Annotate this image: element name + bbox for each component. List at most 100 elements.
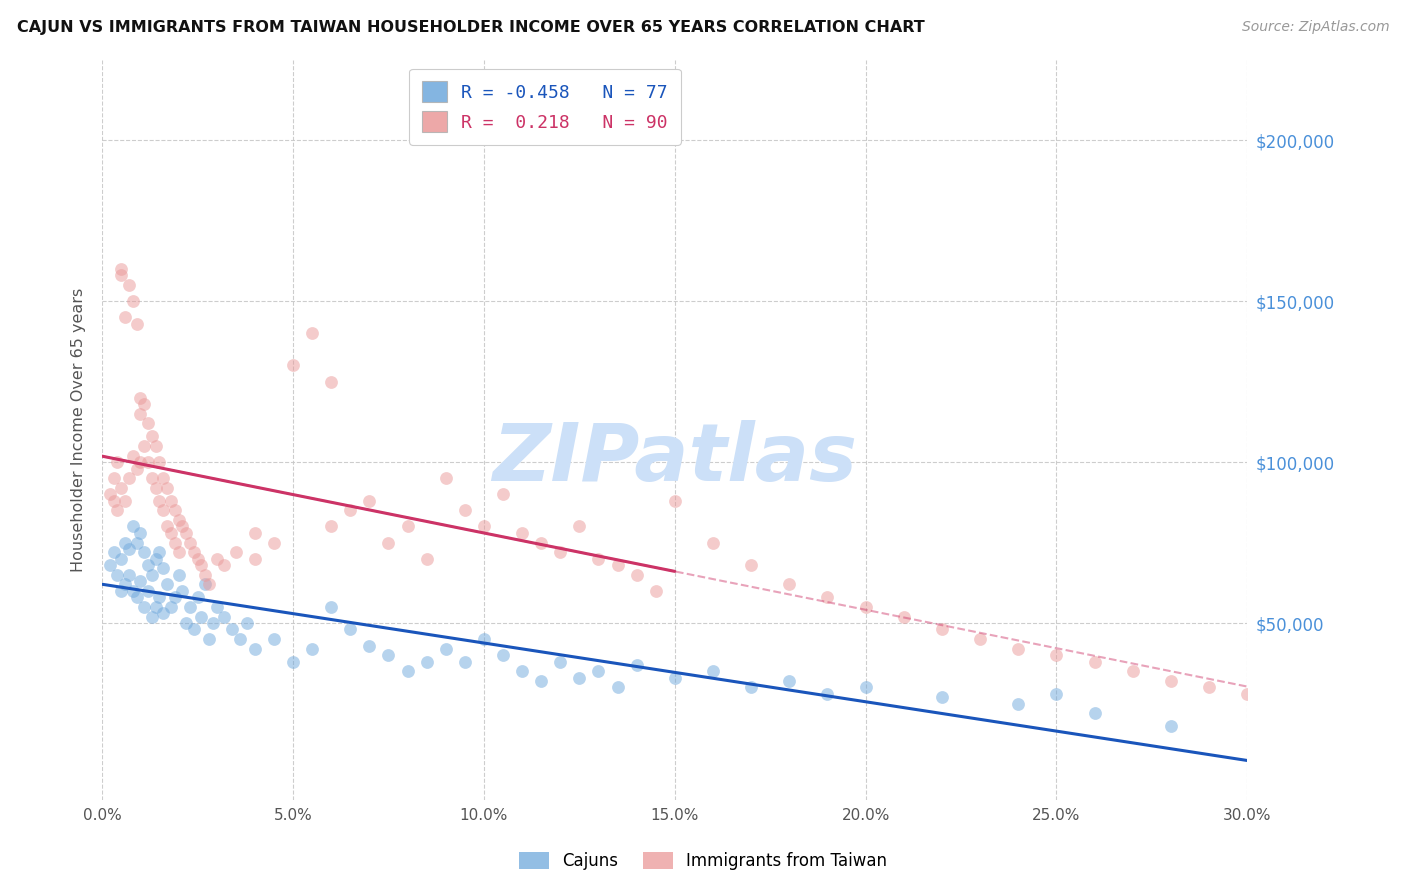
Point bbox=[740, 558, 762, 573]
Point bbox=[1045, 648, 1067, 663]
Point bbox=[152, 503, 174, 517]
Point bbox=[243, 551, 266, 566]
Point bbox=[98, 558, 121, 573]
Point bbox=[702, 535, 724, 549]
Point bbox=[339, 503, 361, 517]
Point bbox=[301, 326, 323, 341]
Point bbox=[205, 599, 228, 614]
Point bbox=[214, 558, 236, 573]
Point bbox=[118, 567, 141, 582]
Point bbox=[174, 525, 197, 540]
Point bbox=[148, 545, 170, 559]
Point bbox=[172, 583, 194, 598]
Point bbox=[243, 525, 266, 540]
Point bbox=[778, 673, 800, 688]
Point bbox=[472, 519, 495, 533]
Point bbox=[125, 461, 148, 475]
Point bbox=[148, 493, 170, 508]
Point bbox=[492, 648, 515, 663]
Point bbox=[606, 558, 628, 573]
Point bbox=[1084, 655, 1107, 669]
Point bbox=[118, 471, 141, 485]
Point bbox=[263, 632, 285, 647]
Point bbox=[141, 429, 163, 443]
Text: CAJUN VS IMMIGRANTS FROM TAIWAN HOUSEHOLDER INCOME OVER 65 YEARS CORRELATION CHA: CAJUN VS IMMIGRANTS FROM TAIWAN HOUSEHOL… bbox=[17, 20, 925, 35]
Point bbox=[183, 623, 205, 637]
Point bbox=[321, 599, 343, 614]
Point bbox=[201, 615, 224, 630]
Point bbox=[114, 535, 136, 549]
Point bbox=[606, 681, 628, 695]
Point bbox=[179, 535, 201, 549]
Point bbox=[205, 551, 228, 566]
Point bbox=[110, 261, 132, 276]
Point bbox=[145, 599, 167, 614]
Point bbox=[548, 545, 571, 559]
Point bbox=[141, 567, 163, 582]
Point bbox=[107, 455, 129, 469]
Point bbox=[359, 493, 381, 508]
Point bbox=[377, 648, 399, 663]
Point bbox=[190, 609, 212, 624]
Point bbox=[121, 583, 143, 598]
Point bbox=[817, 687, 839, 701]
Point bbox=[492, 487, 515, 501]
Point bbox=[156, 577, 179, 591]
Point bbox=[568, 519, 591, 533]
Point bbox=[321, 375, 343, 389]
Point bbox=[281, 359, 304, 373]
Point bbox=[148, 455, 170, 469]
Text: ZIPatlas: ZIPatlas bbox=[492, 420, 858, 499]
Point bbox=[110, 268, 132, 283]
Point bbox=[172, 519, 194, 533]
Point bbox=[740, 681, 762, 695]
Point bbox=[1160, 673, 1182, 688]
Point bbox=[626, 567, 648, 582]
Point bbox=[530, 673, 553, 688]
Point bbox=[588, 551, 610, 566]
Point bbox=[110, 551, 132, 566]
Point bbox=[163, 535, 186, 549]
Point bbox=[702, 665, 724, 679]
Point bbox=[107, 567, 129, 582]
Point bbox=[1236, 687, 1258, 701]
Point bbox=[156, 519, 179, 533]
Point bbox=[163, 591, 186, 605]
Point bbox=[129, 574, 152, 589]
Point bbox=[148, 591, 170, 605]
Point bbox=[179, 599, 201, 614]
Point bbox=[281, 655, 304, 669]
Point bbox=[1122, 665, 1144, 679]
Point bbox=[377, 535, 399, 549]
Point bbox=[1007, 641, 1029, 656]
Point bbox=[548, 655, 571, 669]
Point bbox=[129, 455, 152, 469]
Point bbox=[190, 558, 212, 573]
Point bbox=[339, 623, 361, 637]
Point bbox=[163, 503, 186, 517]
Y-axis label: Householder Income Over 65 years: Householder Income Over 65 years bbox=[72, 288, 86, 572]
Point bbox=[183, 545, 205, 559]
Text: Source: ZipAtlas.com: Source: ZipAtlas.com bbox=[1241, 20, 1389, 34]
Point bbox=[301, 641, 323, 656]
Point bbox=[174, 615, 197, 630]
Point bbox=[778, 577, 800, 591]
Point bbox=[152, 471, 174, 485]
Point bbox=[644, 583, 666, 598]
Point bbox=[321, 519, 343, 533]
Point bbox=[118, 541, 141, 556]
Point bbox=[160, 493, 183, 508]
Point bbox=[415, 551, 437, 566]
Point bbox=[626, 657, 648, 672]
Point bbox=[114, 310, 136, 325]
Point bbox=[1045, 687, 1067, 701]
Point bbox=[1160, 719, 1182, 733]
Point bbox=[588, 665, 610, 679]
Point bbox=[434, 471, 457, 485]
Point bbox=[145, 439, 167, 453]
Point bbox=[664, 671, 686, 685]
Point bbox=[129, 407, 152, 421]
Point bbox=[167, 513, 190, 527]
Point bbox=[134, 599, 156, 614]
Point bbox=[125, 317, 148, 331]
